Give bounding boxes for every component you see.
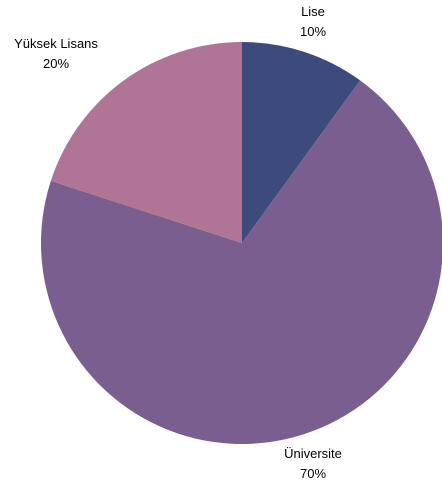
label-yuksek-lisans-percent: 20% bbox=[43, 56, 69, 71]
label-lise: Lise 10% bbox=[300, 4, 326, 39]
pie-slices bbox=[41, 42, 442, 444]
label-universite-percent: 70% bbox=[300, 466, 326, 481]
label-yuksek-lisans: Yüksek Lisans 20% bbox=[14, 36, 98, 71]
label-lise-percent: 10% bbox=[300, 24, 326, 39]
slice-lise bbox=[242, 42, 361, 243]
slice-universite bbox=[41, 80, 442, 444]
label-universite: Üniversite 70% bbox=[284, 446, 342, 481]
slice-yuksek-lisans bbox=[50, 42, 243, 243]
label-universite-name: Üniversite bbox=[284, 446, 342, 461]
label-lise-name: Lise bbox=[301, 4, 325, 19]
label-yuksek-lisans-name: Yüksek Lisans bbox=[14, 36, 98, 51]
